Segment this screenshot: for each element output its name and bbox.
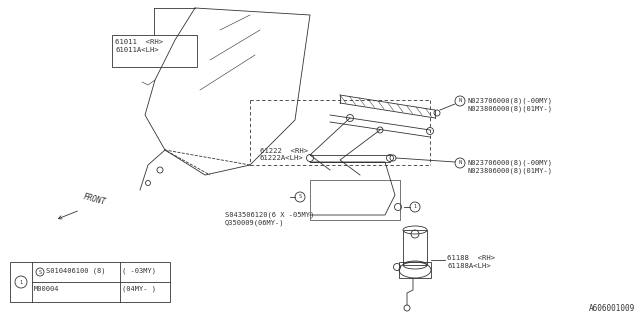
Bar (399, 262, 431, 278)
Text: 61011  <RH>
61011A<LH>: 61011 <RH> 61011A<LH> (115, 39, 163, 52)
Text: A606001009: A606001009 (589, 304, 635, 313)
Text: FRONT: FRONT (82, 192, 107, 207)
Text: 61222  <RH>
61222A<LH>: 61222 <RH> 61222A<LH> (260, 148, 308, 162)
Text: N023706000(8)(-00MY)
N023806000(8)(01MY-): N023706000(8)(-00MY) N023806000(8)(01MY-… (467, 160, 552, 174)
Text: N: N (458, 161, 461, 165)
Text: S010406100 (8): S010406100 (8) (46, 267, 106, 274)
Text: 61188  <RH>
61188A<LH>: 61188 <RH> 61188A<LH> (447, 255, 495, 268)
Bar (112, 35, 197, 67)
Text: N: N (458, 99, 461, 103)
Bar (310, 180, 400, 220)
Text: S: S (38, 269, 42, 275)
Text: (04MY- ): (04MY- ) (122, 286, 156, 292)
Text: S043506120(6 X -05MY)
Q350009(06MY-): S043506120(6 X -05MY) Q350009(06MY-) (225, 212, 314, 227)
Text: ( -03MY): ( -03MY) (122, 267, 156, 274)
Bar (10, 262, 170, 302)
Text: 1: 1 (19, 279, 22, 284)
Text: M00004: M00004 (34, 286, 60, 292)
Text: S: S (298, 195, 301, 199)
Text: 1: 1 (413, 204, 417, 210)
Text: N023706000(8)(-00MY)
N023806000(8)(01MY-): N023706000(8)(-00MY) N023806000(8)(01MY-… (467, 98, 552, 113)
Bar (403, 230, 427, 265)
